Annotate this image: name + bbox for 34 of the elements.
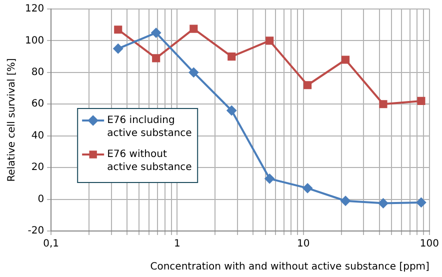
point [302,183,313,194]
point [304,81,312,90]
legend-label: E76 including active substance [107,115,192,140]
point [266,36,274,45]
point [417,96,426,106]
point [188,67,199,78]
y-tick-label: 60 [31,98,44,110]
y-axis-title: Relative cell survival [%] [6,58,18,182]
y-tick-label: 20 [31,162,44,174]
y-tick-label: 0 [38,194,44,205]
x-tick-label: 0,1 [43,238,60,250]
point [228,52,236,61]
x-tick-label: 10 [296,238,310,250]
x-tick-label: 1 [174,238,180,250]
point [151,28,162,38]
point [226,105,237,116]
point [190,24,198,33]
y-tick-label: -20 [28,226,44,237]
y-tick-label: 120 [24,4,44,15]
legend-label: E76 without active substance [107,149,192,174]
y-tick-label: 80 [31,67,44,78]
point [340,196,351,206]
point [152,54,160,62]
point [416,197,426,208]
point [341,56,350,64]
x-tick-label: 100 [420,238,440,250]
y-tick-label: 40 [31,130,44,142]
point [114,26,122,34]
y-tick-label: 100 [24,35,44,46]
point [378,198,388,208]
point [113,44,124,54]
x-axis-title: Concentration with and without active substance [ppm] [150,262,430,273]
point [264,174,275,184]
point [379,100,388,108]
